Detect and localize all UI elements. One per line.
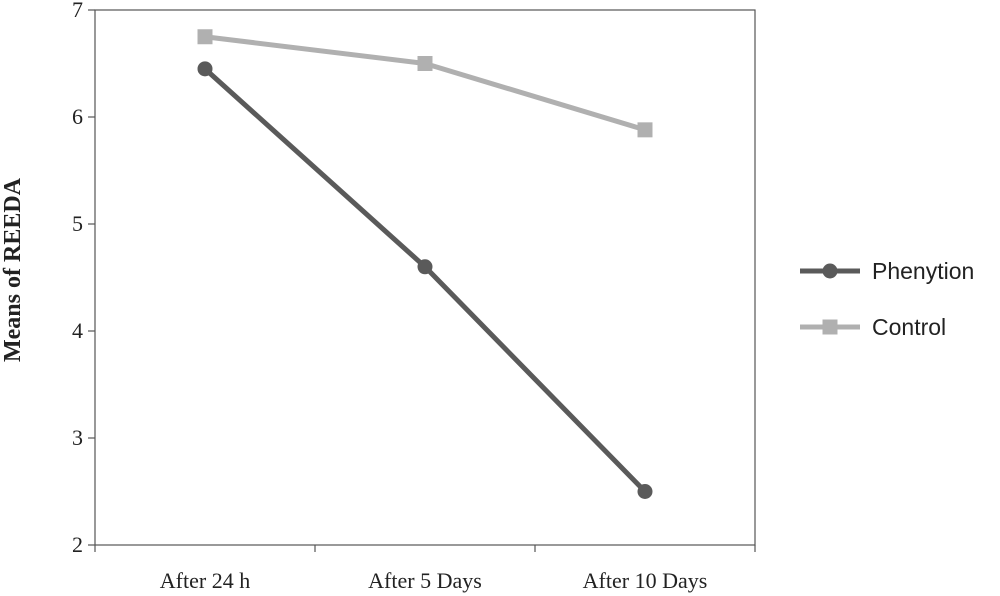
- x-axis: After 24 h After 5 Days After 10 Days: [94, 545, 756, 593]
- x-tick-label: After 24 h: [160, 568, 250, 593]
- data-point: [197, 61, 213, 77]
- series-line: [203, 66, 647, 494]
- legend-item-phenytion: Phenytion: [800, 258, 974, 284]
- y-tick-label: 7: [72, 0, 83, 22]
- y-tick-label: 5: [72, 211, 83, 236]
- y-axis-title: Means of REEDA: [0, 177, 26, 362]
- series-layer: [197, 29, 653, 499]
- data-point: [197, 29, 213, 45]
- data-point: [417, 56, 433, 71]
- legend-marker: [822, 319, 838, 335]
- x-tick-label: After 10 Days: [583, 568, 708, 593]
- plot-frame: [94, 9, 756, 546]
- data-point: [417, 259, 433, 275]
- y-tick-label: 2: [72, 532, 83, 557]
- data-point: [637, 484, 653, 499]
- y-tick-label: 3: [72, 425, 83, 450]
- legend-item-control: Control: [800, 314, 946, 340]
- y-tick-label: 4: [72, 318, 83, 343]
- plot-area-border: [94, 9, 756, 546]
- series-line: [204, 34, 646, 133]
- legend: Phenytion Control: [800, 258, 974, 340]
- y-tick-label: 6: [72, 104, 83, 129]
- x-tick-label: After 5 Days: [368, 568, 482, 593]
- legend-marker: [822, 263, 838, 279]
- legend-label: Control: [872, 314, 946, 340]
- data-point: [637, 122, 653, 138]
- legend-label: Phenytion: [872, 258, 974, 284]
- series-phenytion: [197, 61, 653, 499]
- series-control: [197, 29, 653, 138]
- y-axis: 2 3 4 5 6 7: [72, 0, 95, 557]
